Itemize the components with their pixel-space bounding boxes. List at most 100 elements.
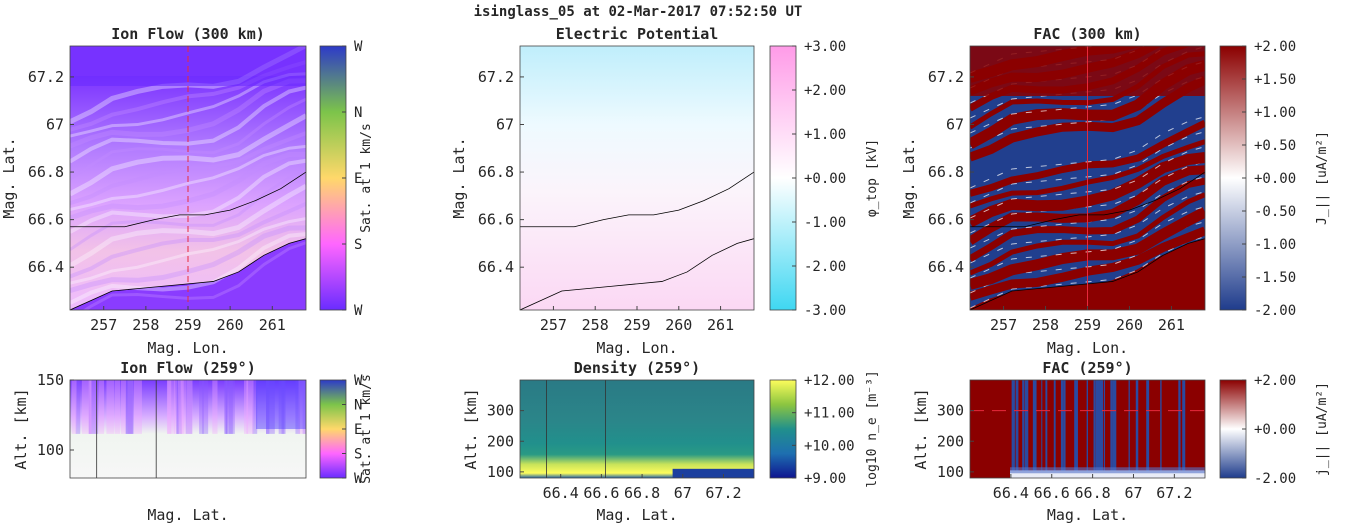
x-tick-label: 260 [217, 316, 244, 334]
colorbar-tick-label: -1.00 [804, 215, 846, 231]
x-tick-label: 67 [674, 484, 692, 502]
x-tick-label: 258 [1032, 316, 1059, 334]
flow-column [174, 380, 177, 434]
x-tick-label: 66.8 [624, 484, 660, 502]
fac-column [1022, 380, 1025, 478]
x-axis-label: Mag. Lat. [596, 506, 677, 524]
y-tick-label: 67 [496, 115, 514, 133]
colorbar [1219, 379, 1247, 479]
flow-column [81, 380, 92, 434]
colorbar [769, 45, 797, 311]
flow-column [71, 380, 77, 434]
x-tick-label: 259 [623, 316, 650, 334]
fac-column [1178, 380, 1181, 478]
y-tick-label: 66.8 [478, 163, 514, 181]
fac-column [1060, 380, 1063, 478]
colorbar-tick-label: S [354, 447, 362, 463]
flow-column [225, 380, 235, 434]
colorbar-tick-label: +2.00 [1254, 39, 1296, 55]
colorbar-label: log10 n_e [m⁻³] [865, 370, 880, 487]
y-tick-label: 67 [46, 115, 64, 133]
flow-column [89, 380, 92, 434]
fac-column [1112, 380, 1117, 478]
flow-column [88, 380, 98, 434]
colorbar-tick-label: -2.00 [804, 259, 846, 275]
x-tick-label: 259 [174, 316, 201, 334]
colorbar-tick-label: +0.00 [1254, 422, 1296, 438]
fac-column [1128, 380, 1130, 478]
contour-line [520, 171, 754, 228]
flow-column [176, 380, 182, 434]
flow-band [70, 76, 306, 310]
panel-title: FAC (259°) [1042, 359, 1132, 377]
flow-column [187, 380, 193, 434]
flow-column [185, 380, 193, 434]
colorbar-tick-label: -1.00 [1254, 237, 1296, 253]
colorbar-tick-label: -3.00 [804, 303, 846, 319]
y-tick-label: 100 [937, 463, 964, 481]
y-tick-label: 67.2 [28, 68, 64, 86]
density-low [672, 468, 754, 478]
flow-column [266, 380, 270, 434]
flow-column [212, 380, 218, 434]
colorbar-label: Sat. at 1 km/s [359, 123, 374, 233]
x-tick-label: 259 [1074, 316, 1101, 334]
y-tick-label: 66.4 [478, 258, 514, 276]
fac-column [1032, 380, 1037, 478]
y-tick-label: 66.4 [928, 258, 964, 276]
colorbar-tick-label: +2.00 [1254, 373, 1296, 389]
panel-title: Electric Potential [556, 25, 719, 43]
flow-column [88, 380, 99, 434]
axes-frame [519, 379, 755, 479]
colorbar-tick-label: N [354, 398, 362, 414]
x-tick-label: 257 [540, 316, 567, 334]
flow-column [246, 380, 254, 434]
x-tick-label: 67.2 [705, 484, 741, 502]
fac-column [1041, 380, 1043, 478]
colorbar-tick-label: +1.50 [1254, 72, 1296, 88]
plot-area [520, 380, 754, 478]
y-tick-label: 66.6 [478, 211, 514, 229]
colorbar-tick-label: +0.50 [1254, 138, 1296, 154]
panel-title: Ion Flow (259°) [120, 359, 255, 377]
flow-column [75, 380, 81, 434]
flow-column [302, 380, 306, 434]
flow-column [199, 380, 204, 434]
plot-area [970, 380, 1205, 478]
fac-column [1011, 380, 1015, 478]
flow-column [228, 380, 233, 434]
fac-column [1103, 380, 1106, 478]
colorbar-tick-label: +12.00 [804, 373, 855, 389]
fac-column [1015, 380, 1019, 478]
contour-line [970, 171, 1205, 228]
y-tick-label: 200 [937, 432, 964, 450]
panel-title: FAC (300 km) [1033, 25, 1141, 43]
x-tick-label: 260 [1116, 316, 1143, 334]
y-axis-label: Alt. [km] [462, 388, 480, 469]
colorbar-tick-label: -0.50 [1254, 204, 1296, 220]
flow-column [180, 380, 184, 434]
y-axis-label: Alt. [km] [912, 388, 930, 469]
flow-column [252, 380, 258, 434]
y-tick-label: 150 [37, 371, 64, 389]
axes-frame [969, 379, 1206, 479]
panel-5: 66.4 66.6 66.8 67 67.2 100 200 300 Density (259°… [462, 359, 880, 524]
heatmap-field [520, 380, 754, 478]
colorbar [769, 379, 797, 479]
x-tick-label: 66.4 [543, 484, 579, 502]
plot-area [70, 46, 306, 310]
fac-column [1135, 380, 1139, 478]
fac-column [1093, 380, 1096, 478]
x-axis-label: Mag. Lon. [596, 339, 677, 357]
colorbar-label: j_|| [uA/m²] [1315, 382, 1330, 476]
y-tick-label: 100 [37, 441, 64, 459]
fac-column [1063, 380, 1066, 478]
x-axis-label: Mag. Lon. [147, 339, 228, 357]
y-tick-label: 100 [487, 463, 514, 481]
y-tick-label: 66.6 [928, 211, 964, 229]
panel-4: 100 150 Ion Flow (259°) Mag. Lat. Alt. [km] W… [12, 359, 374, 524]
fac-column [1160, 380, 1162, 478]
colorbar-label: Sat. at 1 km/s [359, 374, 374, 484]
flow-column [177, 380, 187, 434]
